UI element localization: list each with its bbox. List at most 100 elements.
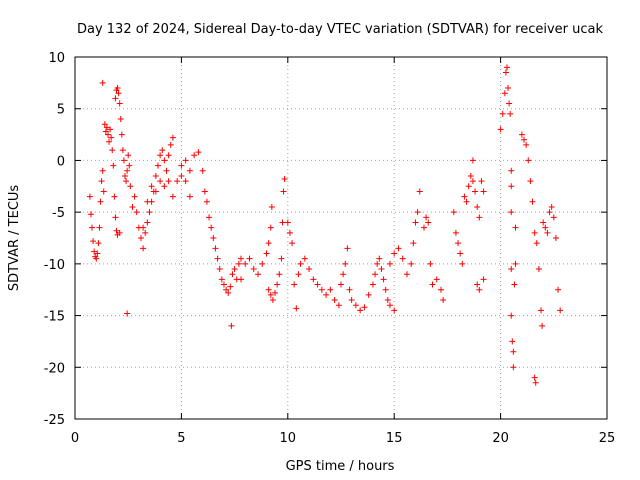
data-point	[214, 255, 221, 262]
data-point	[174, 178, 181, 185]
data-point	[467, 172, 474, 179]
x-tick-label: 25	[599, 431, 616, 446]
data-point	[250, 266, 257, 273]
data-point	[476, 286, 483, 293]
data-point	[542, 224, 549, 231]
data-point	[96, 224, 103, 231]
data-point	[129, 203, 136, 210]
data-point	[104, 131, 111, 138]
data-point	[102, 128, 109, 135]
data-point	[429, 281, 436, 288]
data-point	[278, 255, 285, 262]
data-point	[331, 297, 338, 304]
data-point	[142, 229, 149, 236]
data-point	[90, 238, 97, 245]
data-point	[510, 348, 517, 355]
data-point	[246, 255, 253, 262]
data-point	[228, 322, 235, 329]
data-point	[91, 248, 98, 255]
y-tick-label: -20	[44, 361, 65, 376]
data-point	[544, 229, 551, 236]
data-point	[265, 286, 272, 293]
data-point	[99, 167, 106, 174]
data-point	[346, 286, 353, 293]
data-point	[507, 110, 514, 117]
data-point	[386, 260, 393, 267]
data-point	[255, 271, 262, 278]
data-point	[459, 260, 466, 267]
data-point	[380, 276, 387, 283]
x-tick-label: 5	[177, 431, 185, 446]
data-point	[163, 167, 170, 174]
data-point	[546, 209, 553, 216]
data-point	[265, 240, 272, 247]
data-point	[157, 178, 164, 185]
data-point	[395, 245, 402, 252]
data-point	[268, 203, 275, 210]
data-point	[474, 203, 481, 210]
data-point	[472, 188, 479, 195]
data-point	[338, 281, 344, 288]
data-point	[531, 374, 538, 381]
data-point	[540, 219, 547, 226]
data-point	[106, 138, 113, 145]
data-point	[208, 224, 215, 231]
data-point	[111, 193, 118, 200]
x-tick-label: 0	[71, 431, 79, 446]
data-point	[94, 250, 101, 257]
data-point	[284, 219, 291, 226]
data-point	[420, 224, 427, 231]
data-point	[501, 90, 508, 97]
data-point	[301, 255, 308, 262]
data-point	[293, 305, 300, 312]
data-point	[461, 193, 468, 200]
data-point	[391, 250, 398, 257]
data-point	[161, 183, 168, 190]
data-point	[555, 286, 562, 293]
data-point	[291, 281, 298, 288]
data-point	[335, 302, 342, 309]
data-point	[167, 141, 174, 148]
data-point	[476, 214, 483, 221]
data-point	[450, 209, 457, 216]
data-point	[391, 307, 398, 314]
grid	[75, 57, 607, 419]
data-point	[267, 224, 274, 231]
data-point	[144, 219, 151, 226]
data-point	[86, 193, 93, 200]
data-point	[474, 281, 481, 288]
data-point	[210, 235, 217, 241]
data-point	[165, 152, 172, 159]
data-point	[140, 245, 147, 252]
data-point	[508, 183, 515, 190]
data-point	[399, 255, 406, 262]
data-point	[127, 183, 134, 190]
data-point	[529, 198, 536, 205]
data-point	[416, 188, 423, 195]
data-point	[122, 172, 129, 179]
data-point	[216, 266, 223, 273]
data-point	[276, 271, 283, 278]
data-point	[508, 209, 515, 216]
data-point	[357, 307, 364, 314]
data-point	[539, 322, 546, 329]
data-point	[535, 266, 542, 273]
x-tick-label: 15	[386, 431, 403, 446]
data-point	[531, 229, 538, 236]
data-point	[455, 240, 462, 247]
data-point	[269, 297, 276, 304]
data-point	[152, 188, 159, 195]
data-point	[146, 209, 153, 216]
data-point	[95, 240, 102, 247]
y-tick-label: 0	[57, 154, 65, 169]
data-point	[480, 276, 487, 283]
data-point	[344, 245, 351, 252]
data-point	[508, 266, 515, 273]
data-point	[161, 157, 168, 164]
data-point	[279, 219, 286, 226]
data-point	[512, 260, 519, 267]
data-point	[99, 79, 106, 86]
data-point	[231, 266, 238, 273]
data-point	[125, 152, 132, 159]
